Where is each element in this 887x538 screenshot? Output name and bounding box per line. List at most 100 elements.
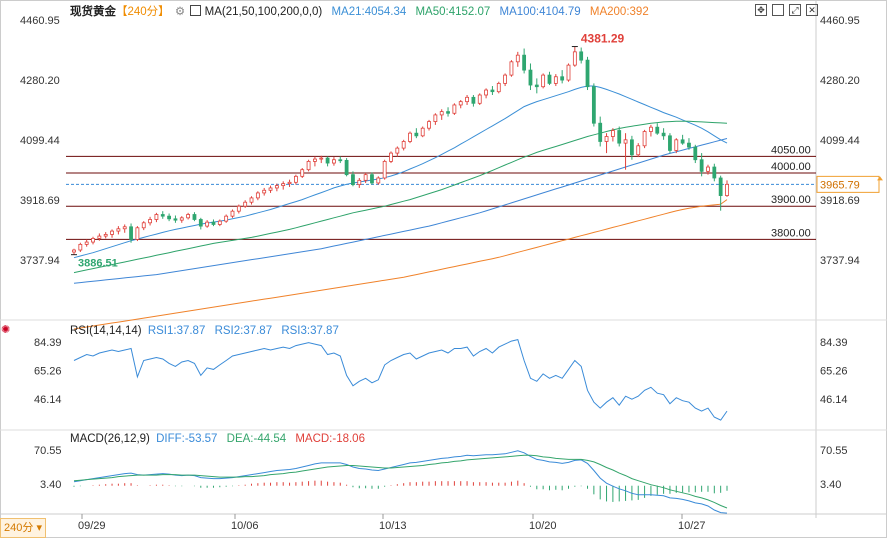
rsi-settings: RSI(14,14,14) [70, 325, 142, 337]
candle [363, 174, 368, 181]
candle [484, 89, 488, 96]
rsi2-value: RSI2:37.87 [214, 325, 273, 337]
ma100-value: MA100:4104.79 [499, 6, 581, 18]
candle [541, 74, 546, 88]
candle [217, 220, 222, 225]
candle [604, 136, 609, 142]
candle [122, 226, 127, 230]
candle [167, 215, 171, 220]
candle [255, 192, 260, 199]
macd-settings: MACD(26,12,9) [70, 433, 150, 445]
candle [572, 51, 577, 66]
ma-settings: MA(21,50,100,200,0,0) [204, 6, 323, 18]
candle [268, 187, 273, 191]
level-label: 3800.00 [771, 227, 811, 239]
candle [566, 64, 571, 81]
candle [319, 157, 324, 160]
candle [477, 94, 482, 104]
candle [154, 214, 159, 220]
candle [211, 221, 216, 225]
candle [370, 174, 374, 184]
candle [452, 104, 457, 114]
macd-value: MACD:-18.06 [295, 433, 365, 445]
candle [97, 235, 102, 239]
candle [725, 183, 729, 196]
candle [78, 243, 83, 251]
candle [325, 157, 330, 164]
dea-line [73, 454, 728, 509]
ma21-line [73, 85, 728, 259]
level-label: 4000.00 [771, 161, 811, 173]
candle [439, 111, 444, 116]
settings-icon[interactable]: ⚙ [174, 6, 186, 18]
candle [433, 114, 438, 122]
candle [534, 84, 539, 88]
y-tick-label: 3918.69 [20, 195, 60, 207]
candle [718, 177, 723, 196]
candle [389, 152, 393, 162]
candle [503, 74, 508, 84]
candle [490, 89, 495, 93]
candle [351, 174, 355, 186]
y-tick-label: 4460.95 [20, 15, 60, 27]
rsi-gear-icon[interactable]: ✺ [1, 324, 11, 336]
current-price-box [816, 175, 880, 193]
square-icon[interactable] [772, 4, 784, 16]
candle [598, 122, 603, 142]
chart-header: 现货黄金【240分】 ⚙ MA(21,50,100,200,0,0) MA21:… [70, 3, 649, 19]
rsi1-value: RSI1:37.87 [147, 325, 206, 337]
x-tick-label: 10/13 [379, 520, 407, 532]
macd-tick-label: 70.55 [34, 445, 62, 457]
maximize-icon[interactable]: ⤢ [789, 4, 801, 16]
candle [313, 158, 317, 162]
candle [471, 96, 476, 104]
y-tick-label: 4280.20 [20, 75, 60, 87]
candle [103, 234, 108, 237]
candle [553, 76, 558, 84]
candle [160, 214, 165, 217]
candle [579, 51, 584, 61]
candle [281, 183, 286, 187]
rsi-tick-label: 46.14 [820, 394, 848, 406]
close-icon[interactable]: ✕ [806, 4, 818, 16]
candle [84, 241, 89, 245]
candle [680, 139, 685, 144]
rsi-tick-label: 65.26 [34, 366, 62, 378]
x-tick-label: 10/27 [678, 520, 706, 532]
current-price-label: 3965.79 [820, 179, 860, 191]
price-flag-icon [877, 176, 883, 181]
x-tick-label: 10/06 [231, 520, 259, 532]
move-icon[interactable]: ✥ [755, 4, 767, 16]
candle [668, 135, 672, 151]
candle [91, 238, 95, 243]
y-tick-label: 4460.95 [820, 15, 860, 27]
low-annotation: 3886.51 [78, 258, 118, 270]
high-annotation: 4381.29 [581, 32, 625, 46]
candle [706, 166, 710, 172]
candle [274, 185, 279, 189]
candle [712, 166, 717, 179]
candle [376, 177, 381, 184]
period-badge[interactable]: 240分 ▾ [0, 518, 46, 538]
period-label[interactable]: 【240分】 [116, 6, 170, 18]
candle [496, 82, 501, 93]
rsi-tick-label: 84.39 [820, 337, 848, 349]
x-tick-label: 10/20 [529, 520, 557, 532]
y-tick-label: 3737.94 [820, 255, 860, 267]
candle [630, 139, 634, 156]
macd-tick-label: 3.40 [820, 479, 841, 491]
candle [205, 221, 210, 227]
candle [465, 96, 469, 103]
candle [357, 179, 362, 186]
rsi3-value: RSI3:37.87 [281, 325, 339, 337]
macd-tick-label: 70.55 [820, 445, 848, 457]
checkbox-icon[interactable] [190, 5, 202, 16]
candle [522, 54, 527, 71]
candle [192, 214, 197, 220]
candle [699, 159, 704, 172]
candle [401, 141, 406, 149]
candle [382, 160, 387, 179]
candle [236, 205, 241, 212]
candle [338, 159, 343, 162]
